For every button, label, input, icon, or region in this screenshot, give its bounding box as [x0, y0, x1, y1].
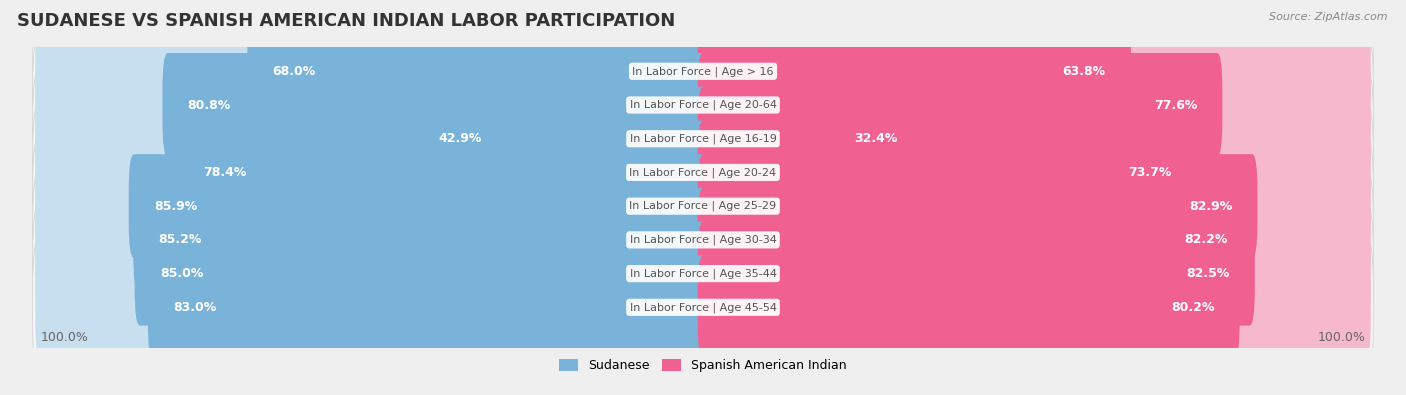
- FancyBboxPatch shape: [32, 100, 1374, 245]
- FancyBboxPatch shape: [697, 19, 1371, 123]
- FancyBboxPatch shape: [135, 222, 709, 325]
- FancyBboxPatch shape: [35, 53, 709, 157]
- FancyBboxPatch shape: [697, 255, 1240, 359]
- Text: In Labor Force | Age 20-64: In Labor Force | Age 20-64: [630, 100, 776, 110]
- Text: 73.7%: 73.7%: [1128, 166, 1171, 179]
- FancyBboxPatch shape: [35, 154, 709, 258]
- FancyBboxPatch shape: [697, 188, 1253, 292]
- Text: 82.5%: 82.5%: [1187, 267, 1230, 280]
- Text: 85.9%: 85.9%: [153, 199, 197, 213]
- FancyBboxPatch shape: [35, 222, 709, 325]
- Text: 32.4%: 32.4%: [855, 132, 898, 145]
- FancyBboxPatch shape: [35, 19, 709, 123]
- FancyBboxPatch shape: [32, 201, 1374, 346]
- Text: 100.0%: 100.0%: [41, 331, 89, 344]
- FancyBboxPatch shape: [32, 235, 1374, 380]
- FancyBboxPatch shape: [179, 120, 709, 224]
- FancyBboxPatch shape: [134, 188, 709, 292]
- FancyBboxPatch shape: [32, 66, 1374, 211]
- FancyBboxPatch shape: [697, 120, 1197, 224]
- Text: 80.2%: 80.2%: [1171, 301, 1215, 314]
- Text: SUDANESE VS SPANISH AMERICAN INDIAN LABOR PARTICIPATION: SUDANESE VS SPANISH AMERICAN INDIAN LABO…: [17, 12, 675, 30]
- FancyBboxPatch shape: [697, 87, 1371, 191]
- FancyBboxPatch shape: [697, 53, 1371, 157]
- Text: Source: ZipAtlas.com: Source: ZipAtlas.com: [1270, 12, 1388, 22]
- FancyBboxPatch shape: [129, 154, 709, 258]
- Text: 82.2%: 82.2%: [1184, 233, 1227, 246]
- Text: 85.2%: 85.2%: [159, 233, 202, 246]
- FancyBboxPatch shape: [163, 53, 709, 157]
- Text: In Labor Force | Age 25-29: In Labor Force | Age 25-29: [630, 201, 776, 211]
- FancyBboxPatch shape: [148, 255, 709, 359]
- Text: 83.0%: 83.0%: [173, 301, 217, 314]
- Text: 85.0%: 85.0%: [160, 267, 204, 280]
- FancyBboxPatch shape: [697, 154, 1257, 258]
- FancyBboxPatch shape: [32, 0, 1374, 144]
- Text: In Labor Force | Age 20-24: In Labor Force | Age 20-24: [630, 167, 776, 178]
- Text: 78.4%: 78.4%: [204, 166, 247, 179]
- Text: 82.9%: 82.9%: [1189, 199, 1232, 213]
- FancyBboxPatch shape: [697, 53, 1222, 157]
- FancyBboxPatch shape: [32, 134, 1374, 279]
- Text: 80.8%: 80.8%: [187, 98, 231, 111]
- FancyBboxPatch shape: [697, 120, 1371, 224]
- FancyBboxPatch shape: [697, 154, 1371, 258]
- FancyBboxPatch shape: [247, 19, 709, 123]
- FancyBboxPatch shape: [697, 19, 1130, 123]
- Text: In Labor Force | Age 16-19: In Labor Force | Age 16-19: [630, 134, 776, 144]
- FancyBboxPatch shape: [697, 222, 1371, 325]
- FancyBboxPatch shape: [35, 255, 709, 359]
- Text: In Labor Force | Age 30-34: In Labor Force | Age 30-34: [630, 235, 776, 245]
- Text: 77.6%: 77.6%: [1154, 98, 1197, 111]
- Text: In Labor Force | Age 45-54: In Labor Force | Age 45-54: [630, 302, 776, 312]
- FancyBboxPatch shape: [32, 32, 1374, 178]
- Legend: Sudanese, Spanish American Indian: Sudanese, Spanish American Indian: [554, 354, 852, 377]
- FancyBboxPatch shape: [32, 167, 1374, 312]
- FancyBboxPatch shape: [35, 188, 709, 292]
- Text: In Labor Force | Age > 16: In Labor Force | Age > 16: [633, 66, 773, 77]
- Text: 100.0%: 100.0%: [1317, 331, 1365, 344]
- Text: 42.9%: 42.9%: [439, 132, 482, 145]
- FancyBboxPatch shape: [697, 188, 1371, 292]
- FancyBboxPatch shape: [697, 255, 1371, 359]
- FancyBboxPatch shape: [35, 87, 709, 191]
- Text: In Labor Force | Age 35-44: In Labor Force | Age 35-44: [630, 268, 776, 279]
- FancyBboxPatch shape: [35, 120, 709, 224]
- FancyBboxPatch shape: [413, 87, 709, 191]
- FancyBboxPatch shape: [697, 87, 922, 191]
- FancyBboxPatch shape: [697, 222, 1254, 325]
- Text: 68.0%: 68.0%: [273, 65, 316, 78]
- Text: 63.8%: 63.8%: [1063, 65, 1105, 78]
